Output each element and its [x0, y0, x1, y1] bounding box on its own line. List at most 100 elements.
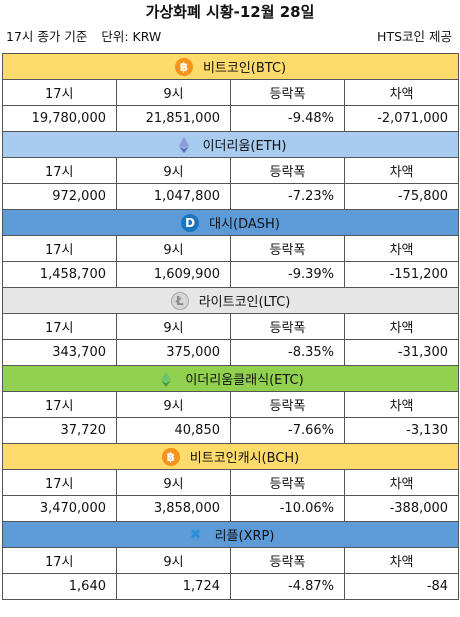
column-label: 차액	[343, 79, 460, 106]
value-cell: -151,200	[343, 261, 460, 288]
column-label: 9시	[116, 235, 231, 262]
value-row: 3,470,000 3,858,000 -10.06% -388,000	[2, 495, 460, 522]
column-label: 등락폭	[230, 157, 345, 184]
value-row: 1,458,700 1,609,900 -9.39% -151,200	[2, 261, 460, 288]
coin-header-row: ✖ 리플(XRP)	[1, 521, 460, 548]
value-row: 343,700 375,000 -8.35% -31,300	[2, 339, 460, 366]
value-cell: 1,047,800	[116, 183, 231, 210]
value-cell: 3,470,000	[2, 495, 117, 522]
bitcoin-icon: ฿	[174, 57, 193, 76]
column-label: 9시	[116, 391, 231, 418]
value-cell: -75,800	[343, 183, 460, 210]
value-cell: 3,858,000	[116, 495, 231, 522]
value-cell: 1,458,700	[2, 261, 117, 288]
value-cell: -10.06%	[230, 495, 345, 522]
column-label: 9시	[116, 157, 231, 184]
column-label-row: 17시 9시 등락폭 차액	[2, 547, 460, 574]
coin-name: 리플(XRP)	[214, 529, 275, 544]
column-label-row: 17시 9시 등락폭 차액	[2, 157, 460, 184]
value-cell: 19,780,000	[2, 105, 117, 132]
value-row: 972,000 1,047,800 -7.23% -75,800	[2, 183, 460, 210]
value-cell: 21,851,000	[116, 105, 231, 132]
value-cell: 343,700	[2, 339, 117, 366]
value-cell: -84	[343, 573, 460, 600]
column-label: 9시	[116, 469, 231, 496]
column-label: 차액	[343, 547, 460, 574]
ethereum-classic-icon	[157, 370, 175, 388]
price-table-body: ฿ 비트코인(BTC) 17시 9시 등락폭 차액 19,780,000 21,851,000…	[1, 53, 460, 600]
column-label-row: 17시 9시 등락폭 차액	[2, 79, 460, 106]
value-cell: -3,130	[343, 417, 460, 444]
value-cell: -31,300	[343, 339, 460, 366]
coin-name: 이더리움클래식(ETC)	[185, 373, 304, 388]
page-title: 가상화폐 시황-12월 28일	[145, 3, 315, 21]
coin-header: 이더리움(ETH)	[1, 131, 460, 158]
column-label: 등락폭	[230, 313, 345, 340]
coin-name: 비트코인(BTC)	[202, 61, 287, 76]
column-label: 차액	[343, 235, 460, 262]
coin-header: Ł 라이트코인(LTC)	[1, 287, 460, 314]
coin-header-row: Ł 라이트코인(LTC)	[1, 287, 460, 314]
column-label: 17시	[2, 235, 117, 262]
value-cell: 375,000	[116, 339, 231, 366]
column-label-row: 17시 9시 등락폭 차액	[2, 235, 460, 262]
value-cell: -388,000	[343, 495, 460, 522]
column-label: 차액	[343, 313, 460, 340]
value-cell: -7.23%	[230, 183, 345, 210]
column-label: 등락폭	[230, 79, 345, 106]
column-label: 17시	[2, 157, 117, 184]
ripple-icon: ✖	[189, 526, 202, 543]
coin-header: ฿ 비트코인캐시(BCH)	[1, 443, 460, 470]
price-table: ฿ 비트코인(BTC) 17시 9시 등락폭 차액 19,780,000 21,851,000…	[1, 53, 460, 600]
column-label-row: 17시 9시 등락폭 차액	[2, 313, 460, 340]
coin-header-row: 이더리움클래식(ETC)	[1, 365, 460, 392]
column-label: 17시	[2, 547, 117, 574]
litecoin-icon: Ł	[170, 291, 189, 310]
coin-name: 대시(DASH)	[209, 217, 280, 232]
column-label: 차액	[343, 157, 460, 184]
column-label: 등락폭	[230, 235, 345, 262]
column-label: 17시	[2, 313, 117, 340]
column-label: 17시	[2, 391, 117, 418]
coin-name: 이더리움(ETH)	[202, 139, 287, 154]
column-label-row: 17시 9시 등락폭 차액	[2, 469, 460, 496]
coin-header: ฿ 비트코인(BTC)	[1, 53, 460, 80]
column-label: 차액	[343, 469, 460, 496]
value-cell: -8.35%	[230, 339, 345, 366]
coin-header-row: ฿ 비트코인(BTC)	[1, 53, 460, 80]
coin-name: 비트코인캐시(BCH)	[189, 451, 300, 466]
source-note: HTS코인 제공	[377, 29, 452, 44]
coin-header: ✖ 리플(XRP)	[1, 521, 460, 548]
column-label: 등락폭	[230, 469, 345, 496]
value-cell: 1,724	[116, 573, 231, 600]
coin-header: 이더리움클래식(ETC)	[1, 365, 460, 392]
value-cell: -4.87%	[230, 573, 345, 600]
column-label: 9시	[116, 547, 231, 574]
column-label: 등락폭	[230, 547, 345, 574]
unit-note: 단위: KRW	[101, 29, 162, 44]
subtitle-line: 17시 종가 기준 단위: KRW	[6, 27, 161, 47]
dash-icon: D	[181, 213, 200, 232]
value-cell: -9.39%	[230, 261, 345, 288]
value-cell: 972,000	[2, 183, 117, 210]
value-cell: -7.66%	[230, 417, 345, 444]
coin-header-row: 이더리움(ETH)	[1, 131, 460, 158]
value-row: 19,780,000 21,851,000 -9.48% -2,071,000	[2, 105, 460, 132]
column-label: 17시	[2, 469, 117, 496]
value-row: 1,640 1,724 -4.87% -84	[2, 573, 460, 600]
column-label: 9시	[116, 313, 231, 340]
bitcoin-cash-icon: ฿	[161, 447, 180, 466]
coin-header-row: ฿ 비트코인캐시(BCH)	[1, 443, 460, 470]
value-cell: 1,640	[2, 573, 117, 600]
value-cell: 37,720	[2, 417, 117, 444]
column-label: 등락폭	[230, 391, 345, 418]
basis-note: 17시 종가 기준	[6, 29, 88, 44]
value-cell: 1,609,900	[116, 261, 231, 288]
coin-header: D 대시(DASH)	[1, 209, 460, 236]
column-label: 9시	[116, 79, 231, 106]
coin-header-row: D 대시(DASH)	[1, 209, 460, 236]
value-row: 37,720 40,850 -7.66% -3,130	[2, 417, 460, 444]
column-label: 17시	[2, 79, 117, 106]
value-cell: 40,850	[116, 417, 231, 444]
coin-name: 라이트코인(LTC)	[198, 295, 291, 310]
